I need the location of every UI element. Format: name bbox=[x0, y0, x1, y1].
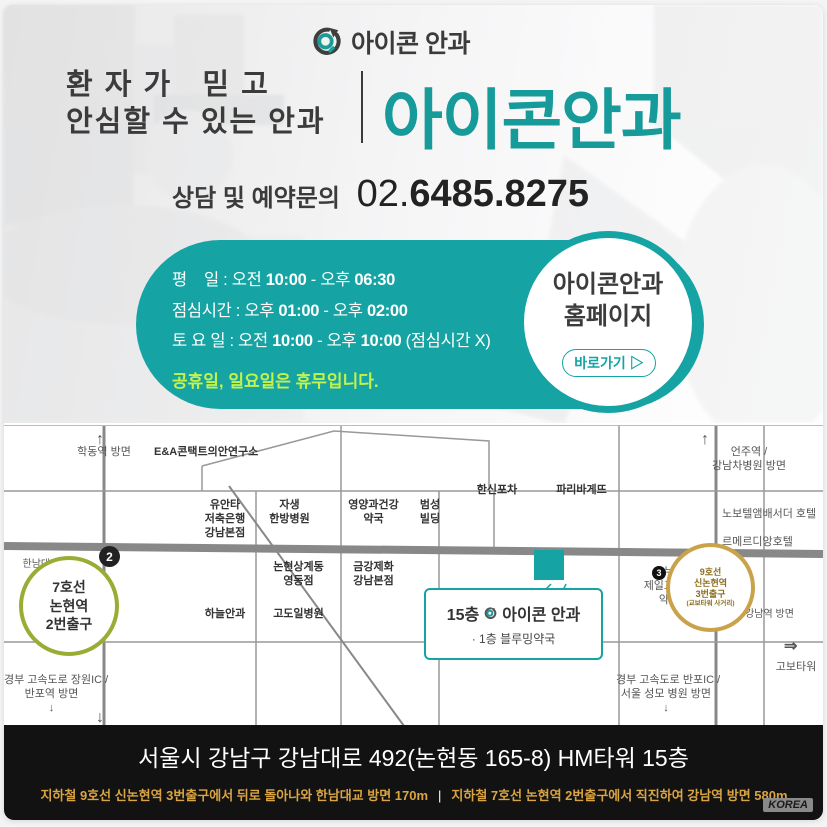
svg-text:⇒: ⇒ bbox=[784, 638, 797, 655]
